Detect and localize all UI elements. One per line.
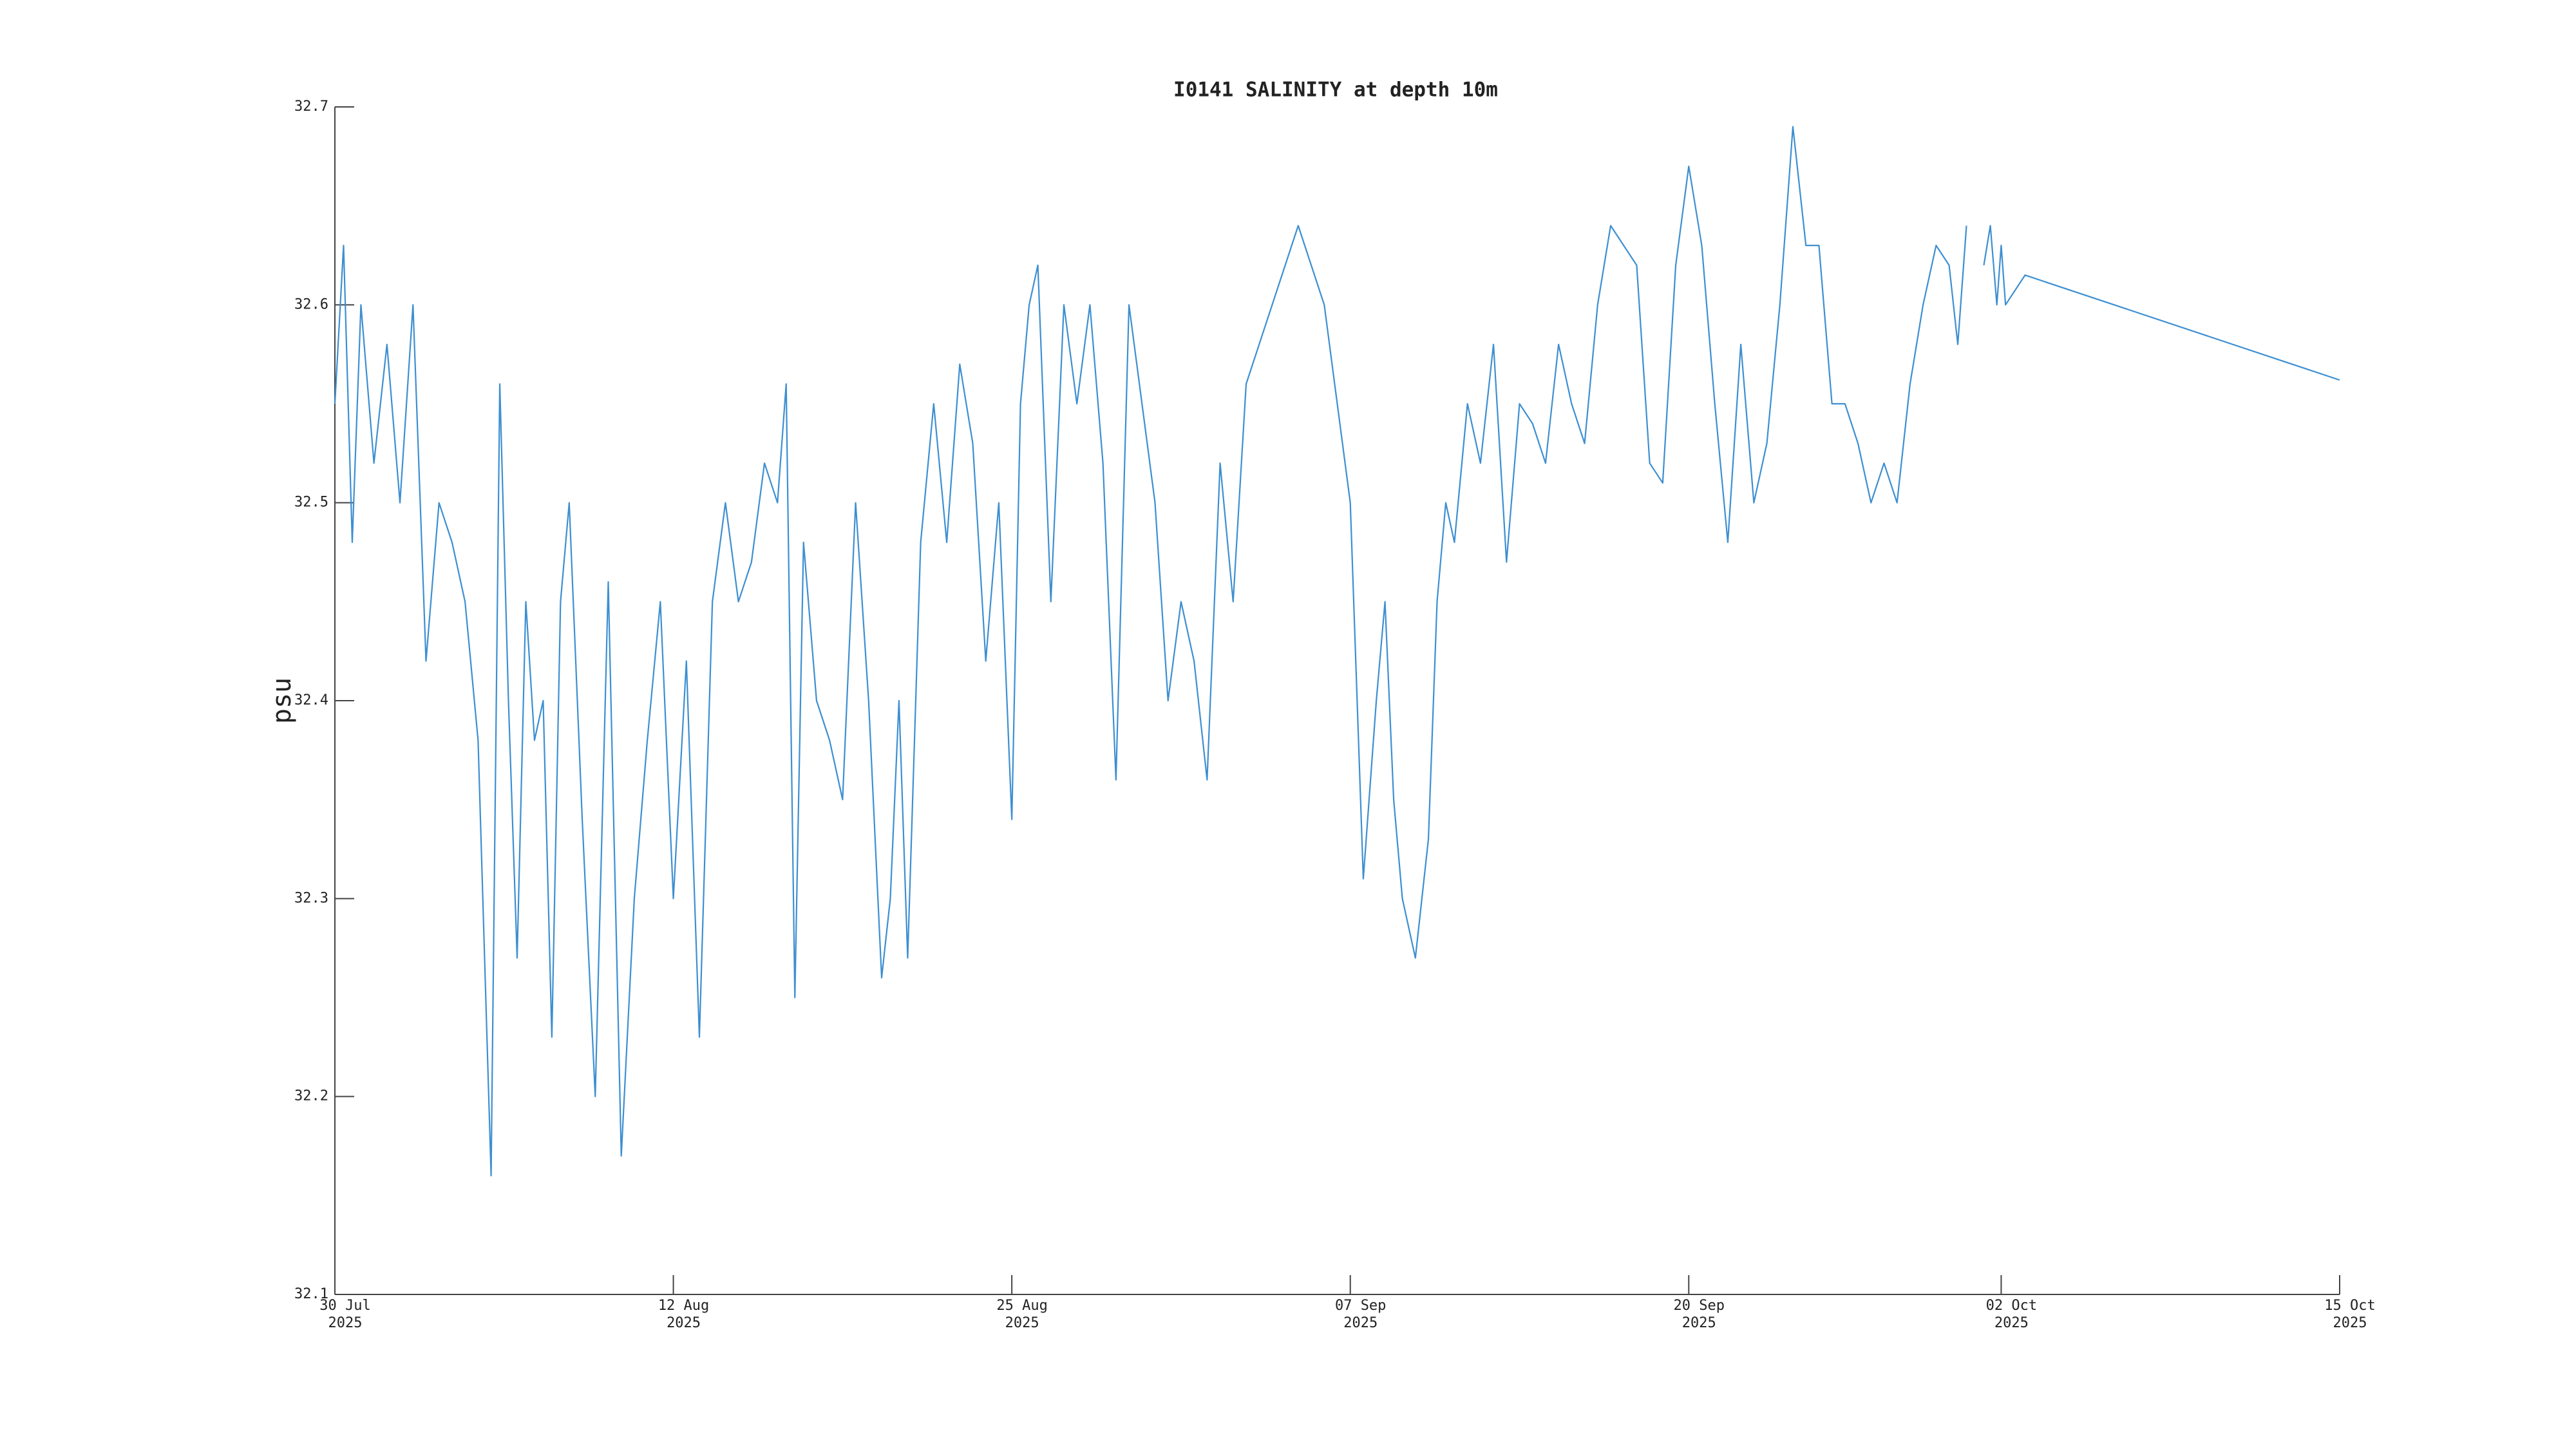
chart-title: I0141 SALINITY at depth 10m (1173, 79, 1498, 102)
y-tick-label: 32.4 (294, 692, 328, 708)
x-tick-label: 02 Oct 2025 (1985, 1298, 2038, 1331)
x-tick-label: 15 Oct 2025 (2324, 1298, 2376, 1331)
y-tick-label: 32.5 (294, 495, 328, 511)
x-tick-label: 20 Sep 2025 (1673, 1298, 1725, 1331)
y-tick-label: 32.6 (294, 296, 328, 312)
data-line (334, 126, 2340, 1177)
y-tick-label: 32.7 (294, 99, 328, 115)
x-tick-label: 30 Jul 2025 (319, 1298, 371, 1331)
y-tick-label: 32.3 (294, 890, 328, 906)
y-tick-label: 32.1 (294, 1286, 328, 1302)
x-tick-label: 25 Aug 2025 (996, 1298, 1048, 1331)
x-tick-label: 12 Aug 2025 (658, 1298, 710, 1331)
x-tick-label: 07 Sep 2025 (1334, 1298, 1387, 1331)
y-tick-label: 32.2 (294, 1088, 328, 1104)
y-axis-label: psu (267, 677, 297, 724)
